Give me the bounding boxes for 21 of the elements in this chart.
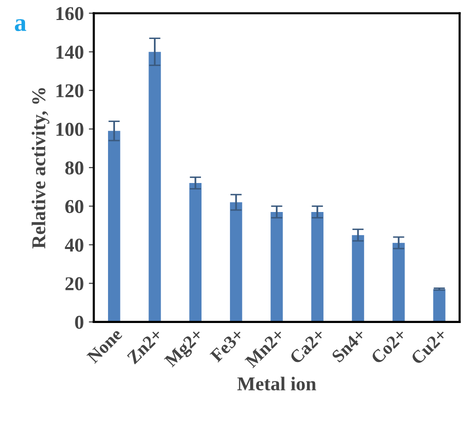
bar — [352, 235, 364, 322]
y-tick-label: 140 — [56, 46, 84, 59]
bar — [230, 202, 242, 322]
y-tick-label: 40 — [64, 238, 84, 252]
y-axis-title: Relative activity, % — [32, 88, 50, 249]
y-tick-label: 80 — [65, 161, 84, 175]
bar — [108, 130, 120, 322]
bar — [433, 289, 446, 322]
x-axis-title: Metal ion — [237, 376, 316, 390]
bar — [189, 183, 202, 322]
bar — [270, 212, 283, 322]
y-tick-label: 100 — [56, 122, 84, 136]
bar — [148, 52, 161, 322]
bar — [392, 242, 405, 322]
y-tick-label: 60 — [65, 200, 84, 214]
y-tick-label: 20 — [65, 277, 84, 290]
y-tick-label: 160 — [56, 7, 84, 20]
text: a — [14, 19, 26, 32]
y-tick-label: 120 — [56, 84, 84, 98]
bar — [311, 212, 324, 322]
y-tick-label: 0 — [75, 316, 84, 329]
